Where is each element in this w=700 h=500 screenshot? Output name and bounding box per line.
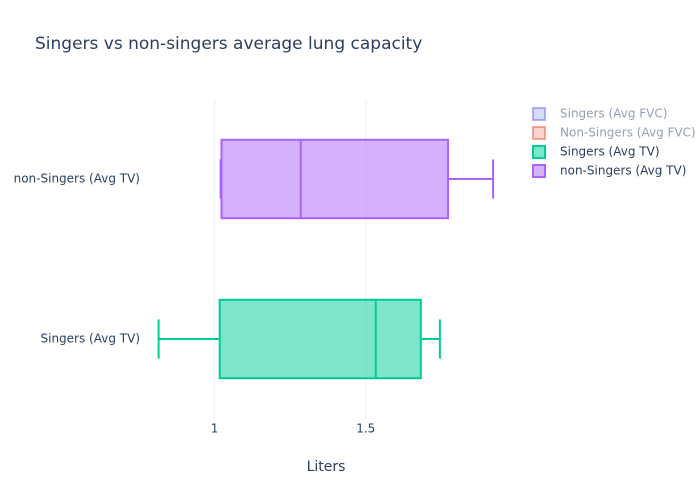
legend-swatch[interactable] [532,107,546,121]
legend-label[interactable]: non-Singers (Avg TV) [560,164,686,178]
box [218,298,422,380]
legend-label[interactable]: Non-Singers (Avg FVC) [560,126,696,140]
chart-title: Singers vs non-singers average lung capa… [35,34,422,54]
legend-label[interactable]: Singers (Avg TV) [560,145,660,159]
x-tick-label: 1.5 [356,422,375,436]
x-tick-label: 1 [211,422,219,436]
legend-label[interactable]: Singers (Avg FVC) [560,107,667,121]
legend-swatch[interactable] [532,164,546,178]
legend-swatch[interactable] [532,126,546,140]
y-tick-label: non-Singers (Avg TV) [14,172,140,186]
y-tick-label: Singers (Avg TV) [41,332,141,346]
box [220,138,450,220]
x-axis-label: Liters [307,459,346,475]
legend-swatch[interactable] [532,145,546,159]
